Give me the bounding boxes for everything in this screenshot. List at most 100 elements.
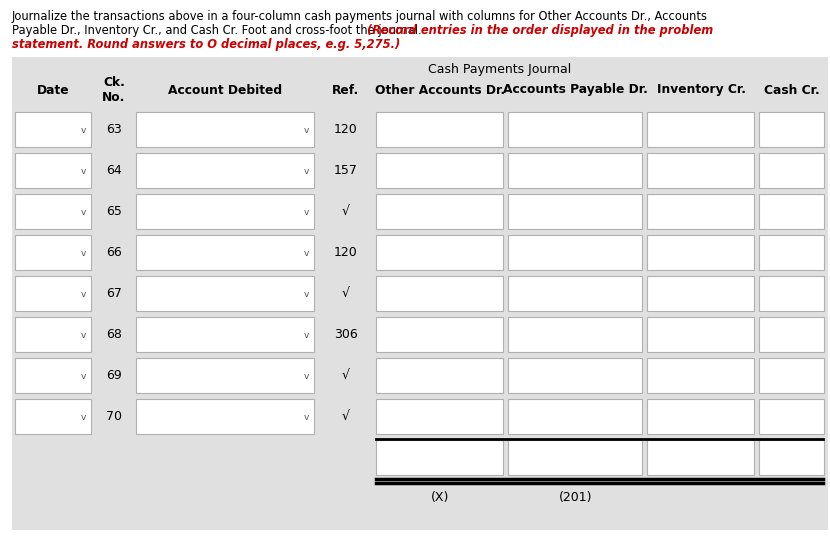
Bar [136,276,314,311]
Text: Inventory Cr.: Inventory Cr. [657,83,745,96]
Bar [508,112,642,147]
Text: 120: 120 [334,246,358,259]
Text: 68: 68 [106,328,122,341]
Bar [759,153,824,188]
Bar [508,235,642,270]
Bar [759,194,824,229]
Text: √: √ [341,369,349,382]
Bar [376,235,503,270]
Text: (201): (201) [559,491,593,504]
Bar [15,276,91,311]
Text: v: v [303,331,309,340]
Text: Cash Cr.: Cash Cr. [764,83,820,96]
Text: Account Debited: Account Debited [168,83,282,96]
Text: 67: 67 [106,287,122,300]
Bar [759,440,824,475]
Text: 69: 69 [106,369,122,382]
Bar [508,194,642,229]
Bar [376,153,503,188]
Text: 120: 120 [334,123,358,136]
Bar [15,194,91,229]
Bar [136,153,314,188]
Text: √: √ [341,410,349,423]
Text: (X): (X) [431,491,449,504]
Text: v: v [303,372,309,381]
Text: 306: 306 [334,328,358,341]
Text: v: v [81,413,85,422]
Bar [15,235,91,270]
Bar [136,399,314,434]
Text: 157: 157 [334,164,358,177]
Bar [15,358,91,393]
Bar [759,112,824,147]
Text: v: v [303,167,309,176]
Text: v: v [303,290,309,299]
Text: Payable Dr., Inventory Cr., and Cash Cr. Foot and cross-foot the journal.: Payable Dr., Inventory Cr., and Cash Cr.… [12,24,425,37]
Text: 65: 65 [106,205,122,218]
Bar [759,399,824,434]
Text: Date: Date [37,83,70,96]
Text: v: v [81,208,85,217]
Text: Cash Payments Journal: Cash Payments Journal [428,63,572,76]
Bar [647,112,754,147]
Text: v: v [303,249,309,258]
Text: v: v [81,372,85,381]
Bar [647,235,754,270]
Bar [376,194,503,229]
Bar [12,73,828,107]
Bar [759,317,824,352]
Text: v: v [81,167,85,176]
Text: 66: 66 [106,246,122,259]
Bar [759,235,824,270]
Text: 64: 64 [106,164,122,177]
Bar [508,440,642,475]
Text: 63: 63 [106,123,122,136]
Bar [15,317,91,352]
Text: v: v [303,208,309,217]
Text: v: v [81,249,85,258]
Bar [376,399,503,434]
Bar [647,358,754,393]
Text: 70: 70 [106,410,122,423]
Text: √: √ [341,205,349,218]
Bar [647,276,754,311]
Bar [136,317,314,352]
Text: v: v [81,331,85,340]
Bar [376,112,503,147]
Text: Other Accounts Dr.: Other Accounts Dr. [375,83,505,96]
Text: v: v [303,126,309,135]
Text: √: √ [341,287,349,300]
Bar [376,276,503,311]
Bar [136,358,314,393]
Bar [508,276,642,311]
Bar [136,235,314,270]
Bar [647,399,754,434]
Text: Ref.: Ref. [332,83,359,96]
Bar [508,358,642,393]
Bar [647,153,754,188]
Text: v: v [303,413,309,422]
Text: Accounts Payable Dr.: Accounts Payable Dr. [503,83,648,96]
Bar [15,399,91,434]
Bar [508,317,642,352]
Bar [647,194,754,229]
Bar [508,399,642,434]
Bar [759,358,824,393]
Bar [376,358,503,393]
Text: statement. Round answers to O decimal places, e.g. 5,275.): statement. Round answers to O decimal pl… [12,38,400,51]
Text: Journalize the transactions above in a four-column cash payments journal with co: Journalize the transactions above in a f… [12,10,708,23]
Bar [15,153,91,188]
Text: v: v [81,126,85,135]
Bar [508,153,642,188]
Bar [136,194,314,229]
Bar [376,317,503,352]
Text: Ck.
No.: Ck. No. [102,76,125,104]
Bar [647,440,754,475]
Text: (Record entries in the order displayed in the problem: (Record entries in the order displayed i… [367,24,713,37]
Text: v: v [81,290,85,299]
Bar [759,276,824,311]
Bar [15,112,91,147]
Bar [12,57,828,530]
Bar [376,440,503,475]
Bar [136,112,314,147]
